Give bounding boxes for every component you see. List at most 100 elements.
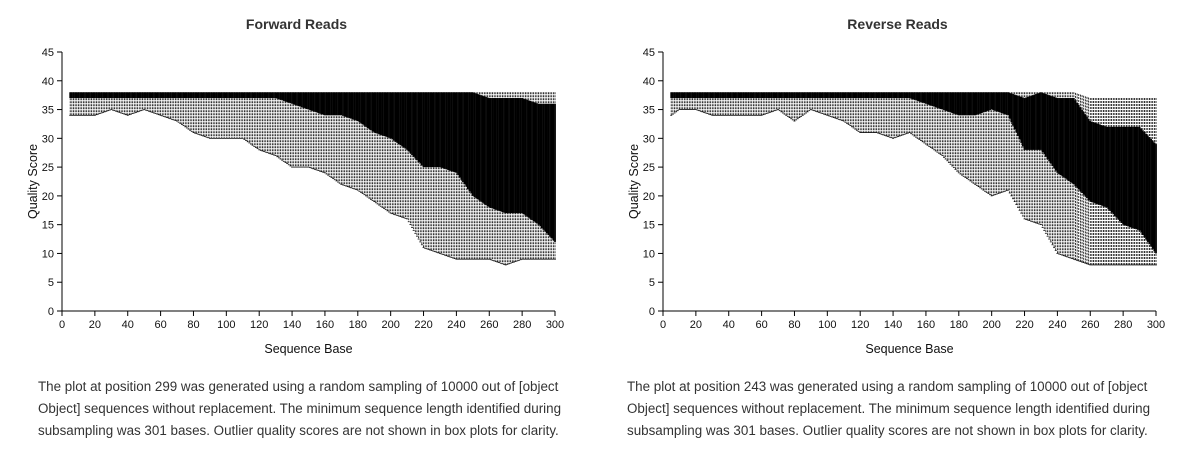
box — [545, 103, 548, 234]
box — [434, 92, 436, 168]
box — [713, 92, 715, 99]
box — [1025, 97, 1028, 150]
box — [524, 99, 527, 216]
box — [516, 98, 519, 214]
box — [158, 92, 160, 99]
box — [1040, 92, 1042, 150]
box — [517, 98, 520, 214]
box — [268, 92, 270, 99]
x-tick-label: 240 — [1048, 319, 1066, 331]
y-tick-label: 10 — [643, 248, 655, 260]
box — [972, 92, 975, 116]
box — [823, 92, 825, 99]
box — [258, 92, 261, 99]
box — [880, 92, 883, 99]
box — [223, 92, 226, 99]
box — [401, 92, 404, 147]
box — [161, 92, 164, 99]
box — [1097, 123, 1100, 205]
x-tick-label: 40 — [723, 319, 735, 331]
box — [969, 92, 972, 116]
box — [1104, 126, 1106, 207]
box — [360, 92, 362, 124]
box — [780, 92, 783, 99]
box — [368, 92, 371, 130]
box — [834, 92, 837, 99]
box — [402, 92, 405, 148]
forward-plot: 0 5 10 15 20 25 30 35 40 45 0 20 40 60 80 100 120 140 160 1… — [26, 47, 564, 356]
box — [821, 92, 824, 99]
box — [409, 92, 412, 154]
box — [289, 92, 292, 104]
box — [250, 92, 252, 99]
box — [992, 92, 995, 111]
box — [727, 92, 730, 99]
box — [1008, 92, 1011, 119]
box — [453, 92, 456, 173]
box — [910, 92, 913, 99]
box — [680, 92, 682, 99]
box — [892, 92, 894, 99]
box — [854, 92, 857, 99]
box — [1049, 95, 1052, 164]
box — [350, 92, 353, 119]
box — [836, 92, 839, 99]
box — [153, 92, 155, 99]
box — [1095, 123, 1098, 204]
box — [925, 92, 927, 104]
box — [1038, 92, 1041, 150]
box — [358, 92, 361, 123]
box — [514, 98, 517, 214]
x-tick-label: 300 — [1147, 319, 1165, 331]
box — [1028, 96, 1031, 150]
box — [704, 92, 707, 99]
box — [811, 92, 814, 99]
box — [348, 92, 351, 119]
box — [859, 92, 862, 99]
box — [1112, 126, 1115, 215]
box — [539, 103, 542, 227]
box — [412, 92, 415, 157]
box — [971, 92, 973, 116]
box — [190, 92, 193, 99]
box — [719, 92, 722, 99]
box — [284, 92, 287, 102]
box — [1091, 121, 1093, 203]
box — [292, 92, 295, 105]
box — [549, 103, 551, 237]
box — [795, 92, 798, 99]
box — [504, 98, 507, 214]
box — [164, 92, 167, 99]
box — [494, 98, 497, 210]
box — [949, 92, 952, 113]
box — [485, 96, 487, 206]
box — [1150, 138, 1152, 247]
box — [1063, 98, 1065, 178]
box — [975, 92, 978, 115]
y-tick-label: 35 — [42, 105, 54, 117]
box — [294, 92, 297, 105]
box — [172, 92, 175, 99]
box — [169, 92, 172, 99]
box — [688, 92, 691, 99]
box — [85, 92, 88, 99]
box — [918, 92, 921, 102]
box — [690, 92, 692, 99]
box — [389, 92, 392, 139]
box — [519, 98, 522, 214]
box — [353, 92, 356, 120]
box — [1107, 126, 1110, 210]
x-tick-label: 140 — [884, 319, 902, 331]
box — [166, 92, 169, 99]
box — [133, 92, 136, 99]
box — [542, 103, 545, 230]
box — [1018, 96, 1021, 140]
box — [1151, 140, 1154, 249]
box — [846, 92, 848, 99]
box — [887, 92, 890, 99]
box — [1051, 96, 1054, 166]
box — [503, 98, 505, 213]
box — [217, 92, 220, 99]
x-tick-label: 80 — [788, 319, 800, 331]
box — [263, 92, 266, 99]
